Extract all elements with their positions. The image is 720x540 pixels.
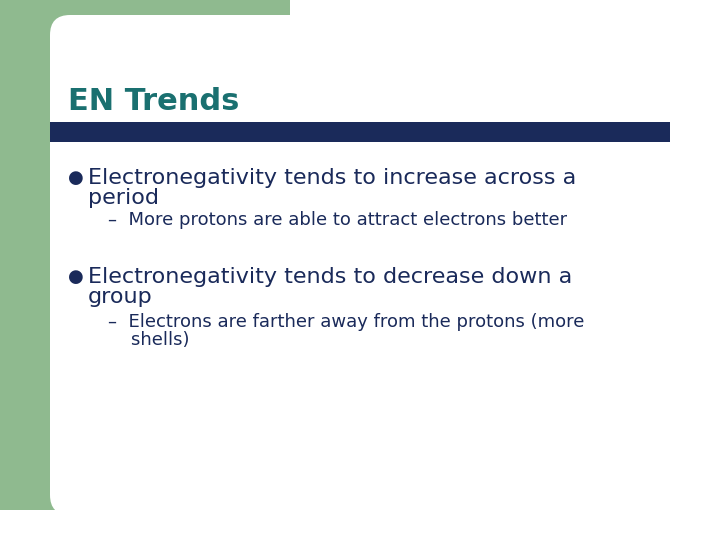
Bar [50,122,670,142]
Text: –  Electrons are farther away from the protons (more: – Electrons are farther away from the pr… [108,313,585,331]
Bar [0,0,290,80]
Text: ●: ● [68,169,84,187]
Text: –  More protons are able to attract electrons better: – More protons are able to attract elect… [108,211,567,229]
Text: period: period [88,188,159,208]
Bar [0,0,55,110]
Text: group: group [88,287,153,307]
Bar [0,80,55,510]
Text: shells): shells) [108,331,189,349]
Text: EN Trends: EN Trends [68,87,239,117]
Text: ●: ● [68,268,84,286]
Text: Electronegativity tends to decrease down a: Electronegativity tends to decrease down… [88,267,572,287]
FancyBboxPatch shape [50,15,710,515]
Text: Electronegativity tends to increase across a: Electronegativity tends to increase acro… [88,168,576,188]
